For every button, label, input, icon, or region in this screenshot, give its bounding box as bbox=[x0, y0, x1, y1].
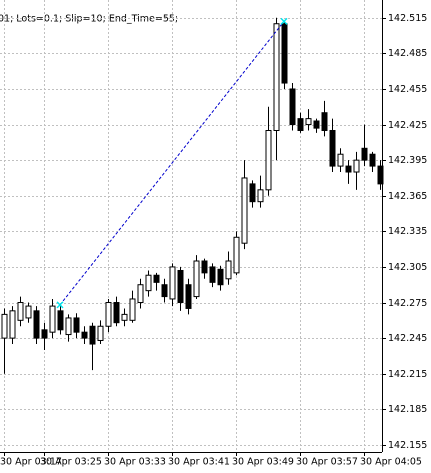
candle-body bbox=[17, 302, 24, 321]
x-tick-label: 30 Apr 03:49 bbox=[232, 457, 294, 468]
candle-body bbox=[113, 302, 120, 324]
candle-body bbox=[41, 329, 48, 339]
candle-body bbox=[25, 305, 32, 319]
y-tick-label: 142.485 bbox=[388, 48, 427, 59]
candle-body bbox=[129, 298, 136, 321]
y-tick-label: 142.395 bbox=[388, 155, 427, 166]
candle-body bbox=[137, 284, 144, 304]
candle-body bbox=[345, 165, 352, 173]
candle-body bbox=[73, 317, 80, 333]
candle-body bbox=[225, 260, 232, 280]
y-tick-label: 142.245 bbox=[388, 333, 427, 344]
y-tick-label: 142.515 bbox=[388, 13, 427, 24]
x-tick-label: 30 Apr 03:33 bbox=[104, 457, 166, 468]
y-tick-label: 142.275 bbox=[388, 298, 427, 309]
candle-body bbox=[313, 120, 320, 129]
x-tick-label: 30 Apr 03:25 bbox=[40, 457, 102, 468]
candle-body bbox=[217, 268, 224, 286]
trade-line bbox=[59, 21, 285, 306]
candle-body bbox=[145, 274, 152, 292]
x-tick-label: 30 Apr 03:57 bbox=[296, 457, 358, 468]
candle-body bbox=[281, 23, 288, 84]
y-tick-label: 142.215 bbox=[388, 369, 427, 380]
candle-body bbox=[9, 310, 16, 339]
y-tick-label: 142.305 bbox=[388, 262, 427, 273]
candle-body bbox=[305, 118, 312, 126]
candle-body bbox=[249, 183, 256, 203]
candle-body bbox=[65, 317, 72, 336]
y-tick-label: 142.185 bbox=[388, 404, 427, 415]
candle-body bbox=[329, 129, 336, 167]
candle-body bbox=[201, 260, 208, 274]
candle-body bbox=[377, 165, 384, 185]
candle-body bbox=[369, 153, 376, 167]
candle-body bbox=[353, 159, 360, 173]
candle-body bbox=[289, 88, 296, 126]
y-tick-label: 142.365 bbox=[388, 191, 427, 202]
candle-body bbox=[209, 266, 216, 283]
candle-body bbox=[321, 112, 328, 131]
trade-marker bbox=[56, 301, 64, 309]
candle-body bbox=[337, 153, 344, 167]
candle-body bbox=[97, 325, 104, 341]
candle-body bbox=[361, 147, 368, 161]
candle-body bbox=[193, 260, 200, 298]
candle-body bbox=[1, 313, 8, 339]
candle-body bbox=[241, 177, 248, 244]
candle-body bbox=[161, 284, 168, 298]
candle-body bbox=[297, 118, 304, 131]
y-tick-label: 142.155 bbox=[388, 440, 427, 451]
y-tick-label: 142.455 bbox=[388, 84, 427, 95]
candle-body bbox=[185, 284, 192, 309]
candle-body bbox=[105, 302, 112, 327]
candle-body bbox=[81, 331, 88, 339]
candle-body bbox=[169, 266, 176, 300]
x-tick-label: 30 Apr 03:41 bbox=[168, 457, 230, 468]
x-tick-label: 30 Apr 04:05 bbox=[360, 457, 422, 468]
candle-body bbox=[273, 23, 280, 131]
candle-body bbox=[57, 310, 64, 331]
candle-body bbox=[265, 129, 272, 191]
candle-body bbox=[89, 325, 96, 345]
candle-body bbox=[257, 189, 264, 203]
candle-body bbox=[233, 236, 240, 274]
candle-body bbox=[33, 310, 40, 339]
candle-body bbox=[121, 313, 128, 321]
candle-body bbox=[49, 305, 56, 333]
x-tick-label: 30 Apr 03:17 bbox=[0, 457, 62, 468]
trade-marker bbox=[280, 17, 288, 25]
candle-body bbox=[177, 269, 184, 304]
y-tick-label: 142.335 bbox=[388, 226, 427, 237]
y-tick-label: 142.425 bbox=[388, 120, 427, 131]
candle-body bbox=[153, 274, 160, 283]
